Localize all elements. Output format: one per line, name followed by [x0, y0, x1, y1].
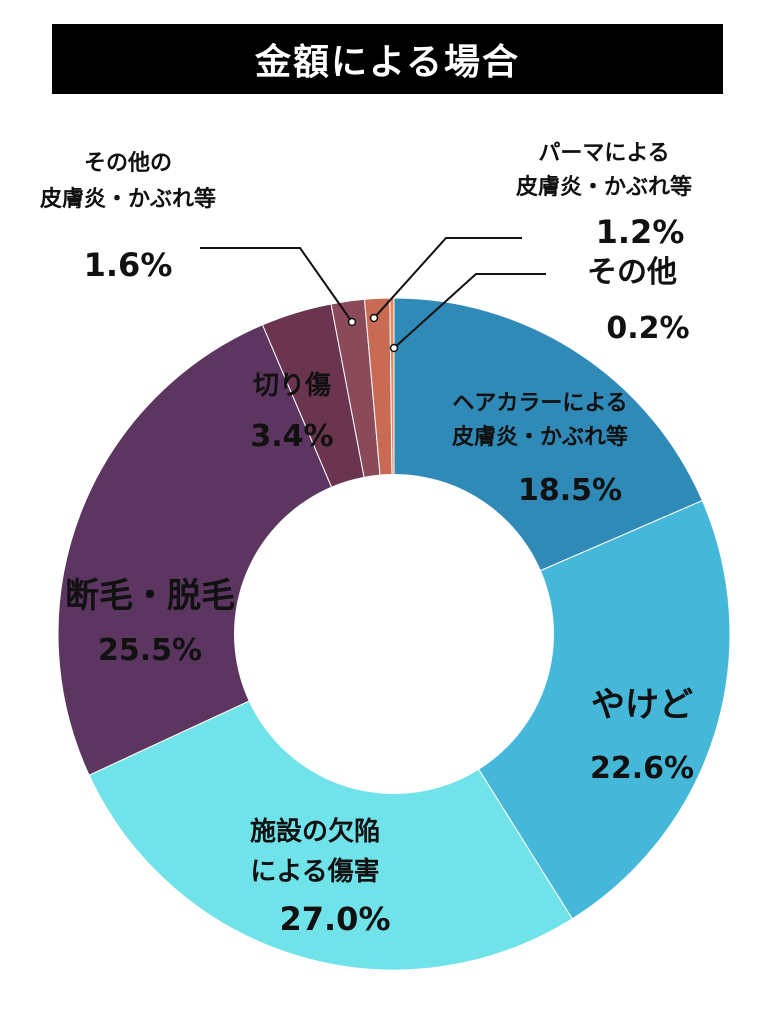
- slice-value-0: 18.5%: [518, 473, 622, 508]
- donut-slice-2: [88, 633, 573, 971]
- chart-title: 金額による場合: [255, 42, 520, 83]
- slice-value-6: 1.2%: [596, 213, 685, 251]
- slice-label-2-line-1: による傷害: [250, 856, 379, 887]
- slice-label-6-line-0: パーマによる: [538, 141, 669, 166]
- slice-value-5: 1.6%: [84, 246, 173, 284]
- slice-value-7: 0.2%: [606, 311, 689, 346]
- leader-line-6: [373, 237, 522, 319]
- slice-value-4: 3.4%: [250, 419, 333, 454]
- slice-label-3-line-0: 断毛・脱毛: [65, 576, 235, 616]
- slice-label-5-line-0: その他の: [84, 151, 172, 176]
- slice-label-0-line-0: ヘアカラーによる: [452, 391, 627, 416]
- donut-hole: [234, 474, 554, 794]
- slice-label-7-line-0: その他: [587, 255, 677, 290]
- leader-dot-7: [389, 343, 399, 353]
- slice-value-2: 27.0%: [279, 900, 390, 938]
- slice-label-4-line-0: 切り傷: [253, 371, 331, 401]
- slice-value-3: 25.5%: [98, 633, 202, 668]
- slice-value-1: 22.6%: [590, 751, 694, 786]
- leader-line-5: [200, 247, 353, 323]
- chart-title-bar: 金額による場合: [52, 24, 723, 94]
- leader-dot-5: [347, 317, 357, 327]
- slice-label-6-line-1: 皮膚炎・かぶれ等: [516, 174, 692, 200]
- leader-line-7: [393, 273, 546, 349]
- slice-label-2-line-0: 施設の欠陥: [250, 816, 380, 847]
- slice-label-0-line-1: 皮膚炎・かぶれ等: [452, 424, 628, 450]
- slice-label-1-line-0: やけど: [591, 685, 693, 725]
- leader-dot-6: [369, 313, 379, 323]
- slice-label-5-line-1: 皮膚炎・かぶれ等: [40, 186, 216, 212]
